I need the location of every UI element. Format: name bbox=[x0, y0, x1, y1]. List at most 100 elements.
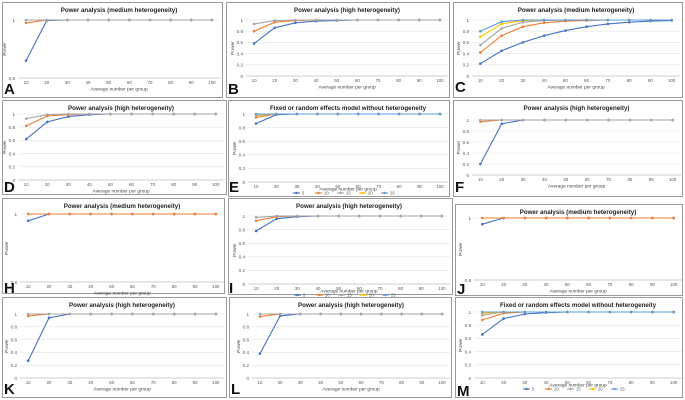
x-tick-label: 20 bbox=[44, 80, 49, 85]
legend-marker bbox=[569, 387, 572, 391]
x-tick-label: 10 bbox=[26, 284, 31, 289]
y-tick-label: 0.6 bbox=[11, 337, 18, 342]
x-tick-label: 10 bbox=[478, 177, 483, 182]
y-tick-label: 1 bbox=[242, 214, 245, 219]
x-tick-label: 20 bbox=[501, 282, 506, 287]
data-point bbox=[479, 29, 482, 33]
data-point bbox=[500, 20, 503, 23]
x-tick-label: 100 bbox=[212, 284, 220, 289]
x-tick-label: 100 bbox=[208, 80, 216, 85]
y-tick-label: 0.6 bbox=[463, 140, 470, 145]
legend-label: 20 bbox=[369, 293, 374, 298]
x-tick-label: 30 bbox=[67, 284, 72, 289]
x-tick-label: 30 bbox=[293, 78, 298, 83]
data-point bbox=[45, 113, 49, 116]
y-tick-label: 0 bbox=[468, 376, 471, 381]
panel-letter-i: I bbox=[229, 280, 234, 297]
data-point bbox=[479, 43, 482, 47]
x-tick-label: 50 bbox=[563, 78, 568, 83]
data-point bbox=[500, 22, 503, 26]
series-line bbox=[480, 20, 672, 65]
x-tick-label: 70 bbox=[607, 282, 612, 287]
x-tick-label: 90 bbox=[649, 177, 654, 182]
data-point bbox=[89, 312, 93, 316]
data-point bbox=[377, 112, 380, 116]
y-tick-label: 0.8 bbox=[11, 280, 18, 285]
panel-letter-h: H bbox=[4, 280, 15, 297]
x-tick-label: 50 bbox=[563, 177, 568, 182]
x-tick-label: 70 bbox=[605, 78, 610, 83]
panel-letter-b: B bbox=[228, 81, 239, 98]
x-tick-label: 60 bbox=[355, 78, 360, 83]
data-point bbox=[67, 115, 70, 118]
data-point bbox=[193, 112, 197, 116]
x-tick-label: 20 bbox=[499, 177, 504, 182]
data-point bbox=[479, 118, 482, 122]
y-tick-label: 0 bbox=[12, 178, 15, 183]
x-axis-label: Average number per group bbox=[322, 387, 380, 393]
x-tick-label: 80 bbox=[171, 182, 176, 187]
x-tick-label: 40 bbox=[316, 286, 321, 291]
x-tick-label: 90 bbox=[192, 182, 197, 187]
y-tick-label: 0.2 bbox=[239, 166, 246, 171]
data-point bbox=[479, 51, 482, 54]
panel-letter-e: E bbox=[229, 179, 240, 196]
x-tick-label: 100 bbox=[670, 282, 678, 287]
legend-marker bbox=[525, 387, 528, 391]
legend-marker bbox=[383, 191, 386, 195]
data-point bbox=[358, 214, 361, 218]
y-tick-label: 0.4 bbox=[239, 153, 246, 158]
data-point bbox=[629, 310, 633, 314]
y-tick-label: 0.2 bbox=[9, 165, 16, 170]
data-point bbox=[378, 214, 382, 218]
x-tick-label: 80 bbox=[397, 184, 402, 189]
data-point bbox=[356, 18, 359, 22]
chart-title: Power analysis (medium heterogeneity) bbox=[518, 7, 635, 14]
data-point bbox=[254, 229, 258, 233]
legend-marker bbox=[296, 293, 299, 297]
x-tick-label: 60 bbox=[130, 380, 135, 385]
data-point bbox=[172, 312, 176, 316]
data-point bbox=[672, 216, 675, 220]
data-point bbox=[24, 21, 28, 25]
x-tick-label: 60 bbox=[359, 380, 364, 385]
data-point bbox=[319, 312, 322, 316]
y-tick-label: 0.4 bbox=[9, 151, 16, 156]
x-tick-label: 90 bbox=[417, 78, 422, 83]
x-tick-label: 60 bbox=[585, 177, 590, 182]
data-point bbox=[627, 20, 631, 24]
data-point bbox=[335, 18, 338, 22]
y-tick-label: 1 bbox=[14, 312, 17, 317]
data-point bbox=[672, 310, 675, 314]
y-tick-label: 0.8 bbox=[11, 325, 18, 330]
data-point bbox=[419, 214, 423, 218]
x-tick-label: 30 bbox=[66, 182, 71, 187]
data-point bbox=[628, 118, 632, 122]
x-tick-label: 30 bbox=[294, 184, 299, 189]
x-tick-label: 50 bbox=[336, 286, 341, 291]
y-tick-label: 1 bbox=[466, 118, 469, 123]
data-point bbox=[420, 312, 424, 316]
data-point bbox=[278, 312, 282, 316]
x-tick-label: 20 bbox=[278, 380, 283, 385]
y-tick-label: 0.6 bbox=[243, 337, 250, 342]
data-point bbox=[67, 112, 70, 116]
x-tick-label: 80 bbox=[172, 380, 177, 385]
y-tick-label: 0.4 bbox=[465, 349, 472, 354]
x-tick-label: 100 bbox=[212, 380, 220, 385]
data-point bbox=[521, 41, 525, 44]
x-tick-label: 100 bbox=[438, 286, 446, 291]
data-point bbox=[438, 18, 442, 22]
y-axis-label: Power bbox=[456, 140, 462, 154]
chart-title: Power analysis (high heterogeneity) bbox=[524, 105, 630, 112]
y-tick-label: 0.6 bbox=[463, 40, 470, 45]
x-axis-label: Average number per group bbox=[549, 289, 607, 295]
x-tick-label: 100 bbox=[436, 78, 444, 83]
data-point bbox=[607, 118, 610, 122]
y-tick-label: 0 bbox=[240, 74, 243, 79]
x-tick-label: 10 bbox=[480, 282, 485, 287]
data-point bbox=[481, 222, 484, 226]
